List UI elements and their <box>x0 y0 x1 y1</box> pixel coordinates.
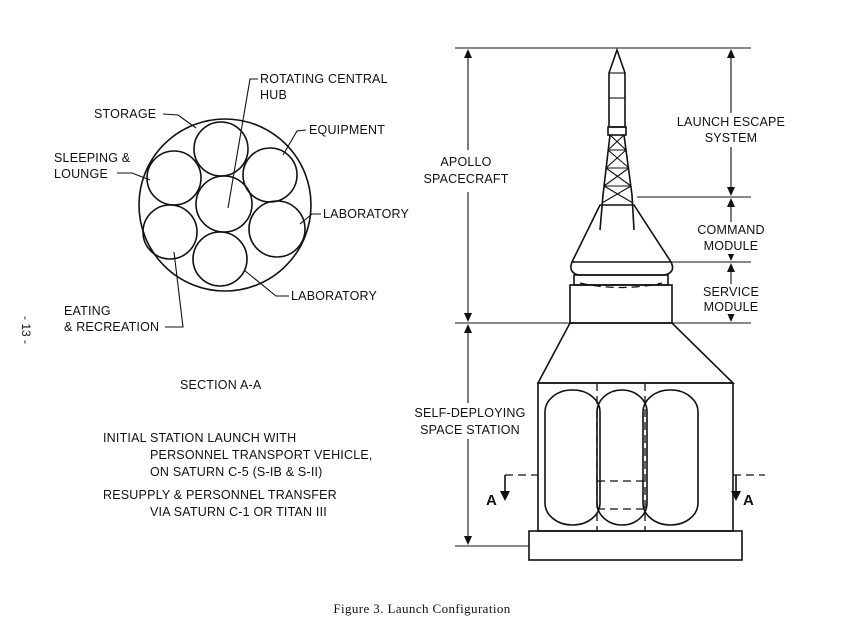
les-arrow-top <box>727 49 735 58</box>
laboratory-upper-circle <box>248 200 306 258</box>
les-arrow-bottom <box>727 187 735 196</box>
sm-arrow-bottom <box>727 313 735 322</box>
sleeping-label-2: LOUNGE <box>54 167 108 181</box>
section-marker-right: A <box>743 492 754 509</box>
sleeping-label-1: SLEEPING & <box>54 151 131 165</box>
launch-vehicle-side-view: A A <box>408 47 798 561</box>
sleeping-leader <box>117 172 151 181</box>
stowed-module-center <box>596 389 648 526</box>
les-label-bg <box>662 113 798 147</box>
tower-brace-5 <box>603 185 634 204</box>
station-base-skirt <box>528 530 743 561</box>
tower-brace-7 <box>609 134 627 151</box>
tower-brace-6 <box>601 185 632 204</box>
equipment-circle <box>242 147 298 203</box>
heat-shield-dashed <box>579 282 663 289</box>
equipment-label: EQUIPMENT <box>309 123 385 137</box>
station-label-bg <box>408 403 534 439</box>
rotating-hub-label-2: HUB <box>260 88 287 102</box>
section-a-a-title: SECTION A-A <box>180 378 262 392</box>
equipment-leader <box>282 129 307 156</box>
laboratory-upper-leader <box>299 213 321 225</box>
service-module-body <box>569 284 673 324</box>
station-outer-shell <box>138 118 312 292</box>
launch-note-line-3: ON SATURN C-5 (S-IB & S-II) <box>150 465 323 479</box>
eating-leader <box>165 251 184 328</box>
cm-label-1: COMMAND <box>697 223 764 237</box>
cm-label-2: MODULE <box>704 239 759 253</box>
laboratory-lower-circle <box>192 231 248 287</box>
laboratory-lower-leader <box>243 269 289 297</box>
apollo-label-1: APOLLO <box>440 155 491 169</box>
sm-label-1: SERVICE <box>703 285 759 299</box>
section-cut-line-a-a: A A <box>486 474 765 509</box>
cut-left-arrowhead <box>500 491 510 501</box>
les-label-1: LAUNCH ESCAPE <box>677 115 785 129</box>
cm-arrow-bottom <box>727 252 735 261</box>
launch-note-line-1: INITIAL STATION LAUNCH WITH <box>103 431 296 445</box>
section-a-a-cross-section: ROTATING CENTRAL HUB STORAGE EQUIPMENT S… <box>54 72 410 392</box>
rotating-hub-leader <box>227 78 258 209</box>
service-module-adapter <box>573 274 669 286</box>
storage-label: STORAGE <box>94 107 156 121</box>
rotating-hub-label-1: ROTATING CENTRAL <box>260 72 388 86</box>
tower-brace-1 <box>607 149 630 169</box>
eating-label-1: EATING <box>64 304 111 318</box>
escape-tower-lattice <box>599 134 635 231</box>
apollo-arrow-top <box>464 49 472 58</box>
laboratory-lower-label: LABORATORY <box>291 289 378 303</box>
tower-brace-8 <box>607 134 625 151</box>
station-adapter-frustum <box>536 322 735 384</box>
storage-circle <box>193 121 249 177</box>
sleeping-lounge-circle <box>146 150 202 206</box>
apollo-arrow-bottom <box>464 313 472 322</box>
central-hub-circle <box>195 175 253 233</box>
tower-brace-2 <box>605 149 627 169</box>
apollo-label-2: SPACECRAFT <box>423 172 508 186</box>
storage-leader <box>162 113 197 129</box>
sm-label-bg <box>694 284 768 314</box>
station-label-1: SELF-DEPLOYING <box>414 406 525 420</box>
section-marker-left: A <box>486 492 497 509</box>
tower-right-leg <box>623 134 635 231</box>
apollo-label-bg <box>412 150 524 192</box>
sm-label-2: MODULE <box>704 300 759 314</box>
station-cylinder <box>537 382 734 532</box>
eating-recreation-circle <box>142 204 198 260</box>
launch-note-line-2: PERSONNEL TRANSPORT VEHICLE, <box>150 448 373 462</box>
stowed-module-left <box>544 389 601 526</box>
resupply-note-line-1: RESUPPLY & PERSONNEL TRANSFER <box>103 488 337 502</box>
les-label-2: SYSTEM <box>705 131 758 145</box>
station-arrow-bottom <box>464 536 472 545</box>
eating-label-2: & RECREATION <box>64 320 159 334</box>
tower-brace-3 <box>605 167 632 187</box>
page-number: - 13 - <box>19 316 33 344</box>
tower-left-leg <box>599 134 611 231</box>
cut-right-arrowhead <box>731 491 741 501</box>
resupply-note-line-2: VIA SATURN C-1 OR TITAN III <box>150 505 327 519</box>
station-label-2: SPACE STATION <box>420 423 520 437</box>
escape-motor-ring <box>607 126 627 136</box>
heat-shield <box>570 261 674 276</box>
cm-label-bg <box>688 222 774 254</box>
escape-rocket-nose <box>608 47 626 128</box>
tower-brace-4 <box>603 167 630 187</box>
launch-notes: INITIAL STATION LAUNCH WITH PERSONNEL TR… <box>103 431 373 519</box>
stowed-module-right <box>642 389 699 526</box>
sm-arrow-top <box>727 263 735 272</box>
figure-caption: Figure 3. Launch Configuration <box>333 601 510 616</box>
cm-arrow-top <box>727 198 735 207</box>
laboratory-upper-label: LABORATORY <box>323 207 410 221</box>
station-arrow-top <box>464 324 472 333</box>
command-module-cone <box>570 204 673 263</box>
